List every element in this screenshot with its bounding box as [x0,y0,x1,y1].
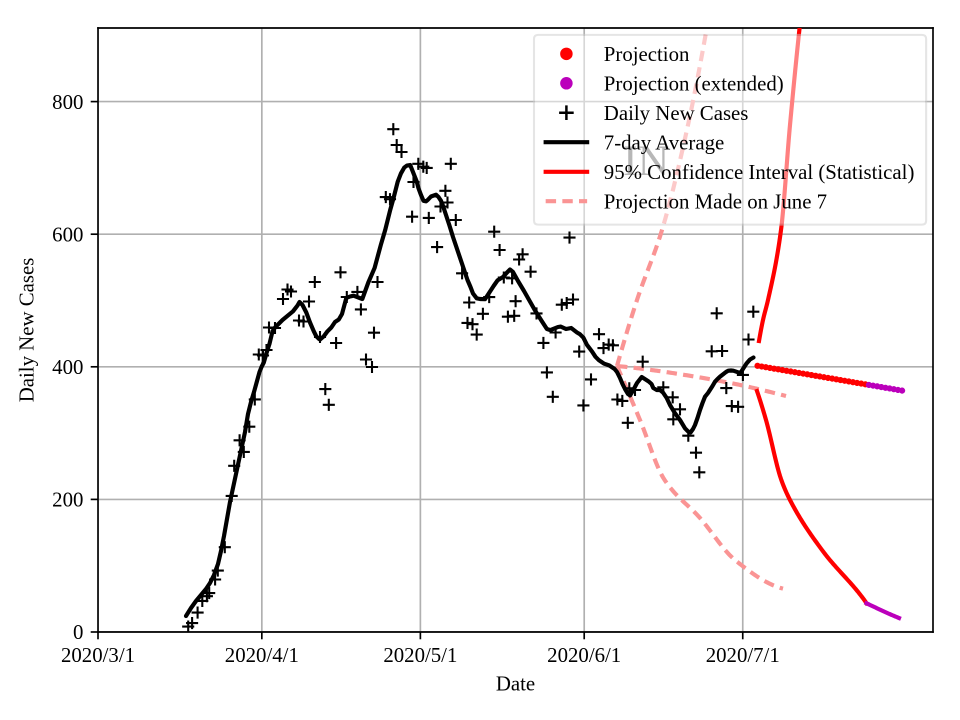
svg-text:2020/5/1: 2020/5/1 [383,643,457,667]
svg-text:Projection Made on June 7: Projection Made on June 7 [604,190,827,214]
svg-text:2020/6/1: 2020/6/1 [547,643,621,667]
svg-text:Daily New Cases: Daily New Cases [14,258,38,403]
svg-text:2020/4/1: 2020/4/1 [225,643,299,667]
svg-text:95% Confidence Interval (Stati: 95% Confidence Interval (Statistical) [604,160,915,184]
svg-text:7-day Average: 7-day Average [604,130,724,154]
svg-text:400: 400 [52,355,83,379]
svg-text:2020/7/1: 2020/7/1 [706,643,780,667]
svg-text:Date: Date [496,672,535,696]
svg-text:2020/3/1: 2020/3/1 [61,643,135,667]
svg-text:Daily New Cases: Daily New Cases [604,101,749,125]
svg-text:0: 0 [73,620,83,644]
svg-text:Projection (extended): Projection (extended) [604,72,784,96]
svg-text:Projection: Projection [604,42,690,66]
svg-text:600: 600 [52,222,83,246]
svg-text:200: 200 [52,488,83,512]
svg-text:800: 800 [52,90,83,114]
